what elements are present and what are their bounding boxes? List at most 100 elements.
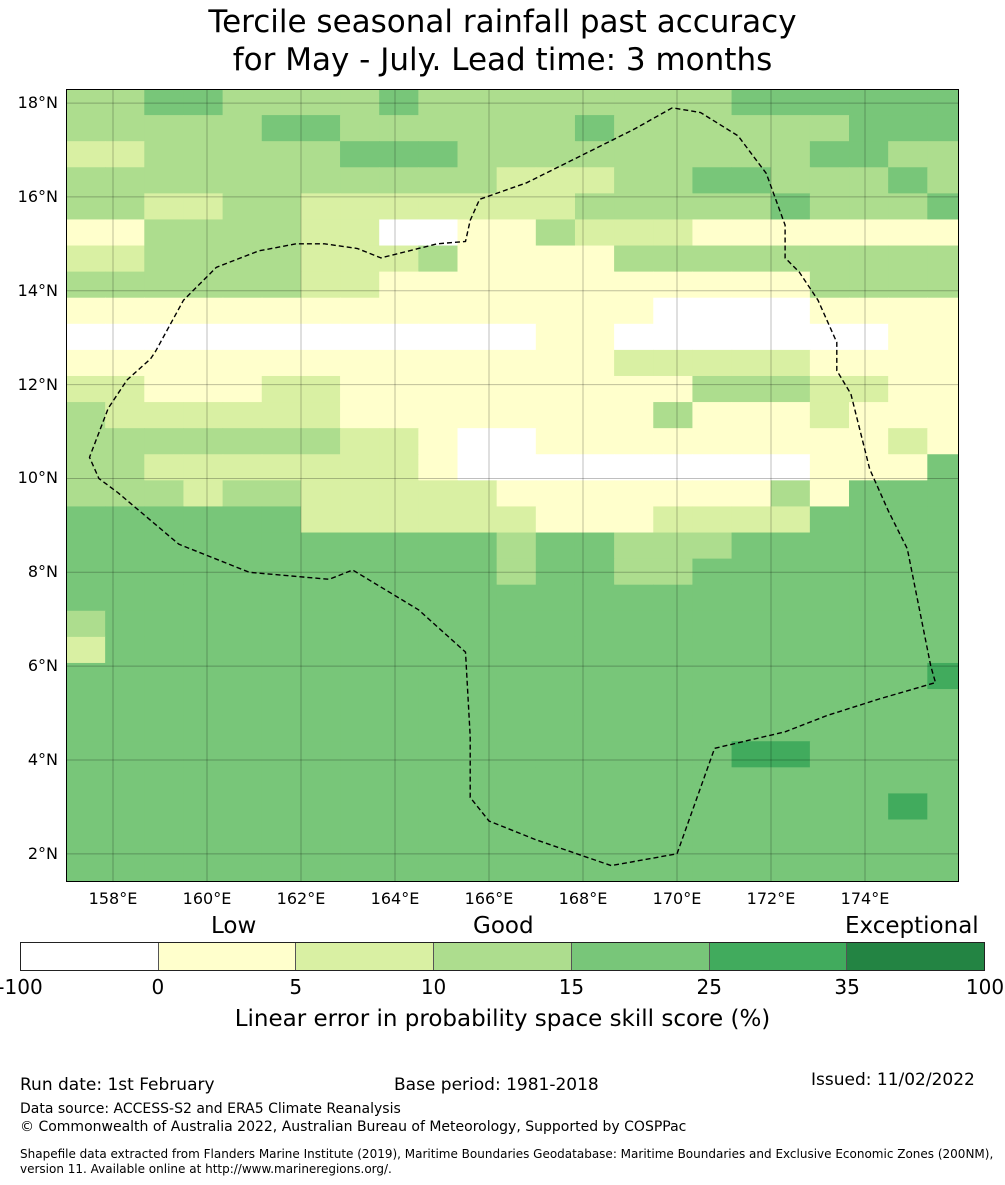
skill-cell [770,558,811,586]
skill-cell [809,297,850,325]
skill-cell [300,297,341,325]
skill-cell [457,375,498,403]
skill-cell [535,115,576,142]
skill-cell [849,219,889,247]
skill-cell [105,558,145,586]
skill-cell [183,610,224,638]
skill-cell [222,115,263,142]
skill-cell [692,689,733,716]
skill-cell [66,271,106,299]
skill-cell [770,375,811,403]
skill-cell [418,402,459,429]
skill-cell [770,245,811,273]
issued-date: Issued: 11/02/2022 [811,1070,975,1090]
skill-cell [692,402,733,429]
skill-cell [809,871,850,882]
skill-cell [849,89,889,116]
skill-cell [927,741,959,768]
skill-cell [574,402,615,429]
skill-cell [457,167,498,194]
skill-cell [418,689,459,716]
skill-cell [535,271,576,299]
skill-cell [379,819,419,847]
skill-cell [183,689,224,716]
skill-cell [692,819,733,847]
skill-cell [105,167,145,194]
skill-cell [692,506,733,534]
skill-cell [927,402,959,429]
skill-cell [66,845,106,873]
skill-cell [692,323,733,351]
skill-cell [614,375,654,403]
skill-cell [496,558,537,586]
skill-cell [66,428,106,455]
skill-cell [183,767,224,795]
skill-cell [927,245,959,273]
skill-cell [770,845,811,873]
skill-cell [574,219,615,247]
skill-cell [379,271,419,299]
skill-cell [692,219,733,247]
skill-cell [183,532,224,560]
skill-cell [457,193,498,221]
skill-cell [144,245,185,273]
skill-cell [261,741,302,768]
skill-cell [457,245,498,273]
latitude-tick-label: 12°N [17,374,58,394]
skill-cell [927,715,959,742]
skill-cell [574,167,615,194]
map-frame [66,89,959,882]
skill-cell [692,793,733,821]
skill-cell [144,193,185,221]
skill-cell [340,402,380,429]
skill-cell [809,375,850,403]
skill-cell [222,819,263,847]
skill-cell [340,741,380,768]
skill-cell [927,662,959,690]
skill-cell [927,689,959,716]
skill-cell [927,167,959,194]
skill-cell [888,428,928,455]
skill-cell [927,141,959,168]
skill-cell [300,636,341,664]
skill-cell [849,141,889,168]
skill-cell [300,558,341,586]
skill-cell [888,323,928,351]
skill-cell [653,610,694,638]
skill-cell [653,793,694,821]
skill-cell [144,323,185,351]
skill-cell [888,689,928,716]
skill-cell [105,767,145,795]
skill-cell [183,558,224,586]
skill-cell [692,715,733,742]
skill-cell [300,115,341,142]
data-source: Data source: ACCESS-S2 and ERA5 Climate … [20,1101,401,1117]
skill-cell [614,793,654,821]
skill-cell [261,141,302,168]
skill-cell [535,297,576,325]
skill-cell [653,167,694,194]
skill-cell [340,167,380,194]
skill-cell [496,454,537,481]
skill-cell [888,871,928,882]
skill-cell [614,349,654,377]
skill-cell [300,610,341,638]
skill-cell [809,454,850,481]
skill-cell [222,793,263,821]
skill-cell [300,662,341,690]
skill-cell [144,167,185,194]
skill-cell [849,402,889,429]
map-canvas [66,89,959,882]
skill-cell [535,584,576,612]
skill-cell [222,715,263,742]
skill-cell [731,689,772,716]
skill-cell [418,219,459,247]
colorbar-tick-label: 100 [965,975,1005,999]
skill-cell [418,297,459,325]
skill-cell [927,558,959,586]
skill-cell [653,845,694,873]
skill-cell [379,115,419,142]
skill-cell [496,506,537,534]
skill-cell [535,323,576,351]
skill-cell [927,349,959,377]
